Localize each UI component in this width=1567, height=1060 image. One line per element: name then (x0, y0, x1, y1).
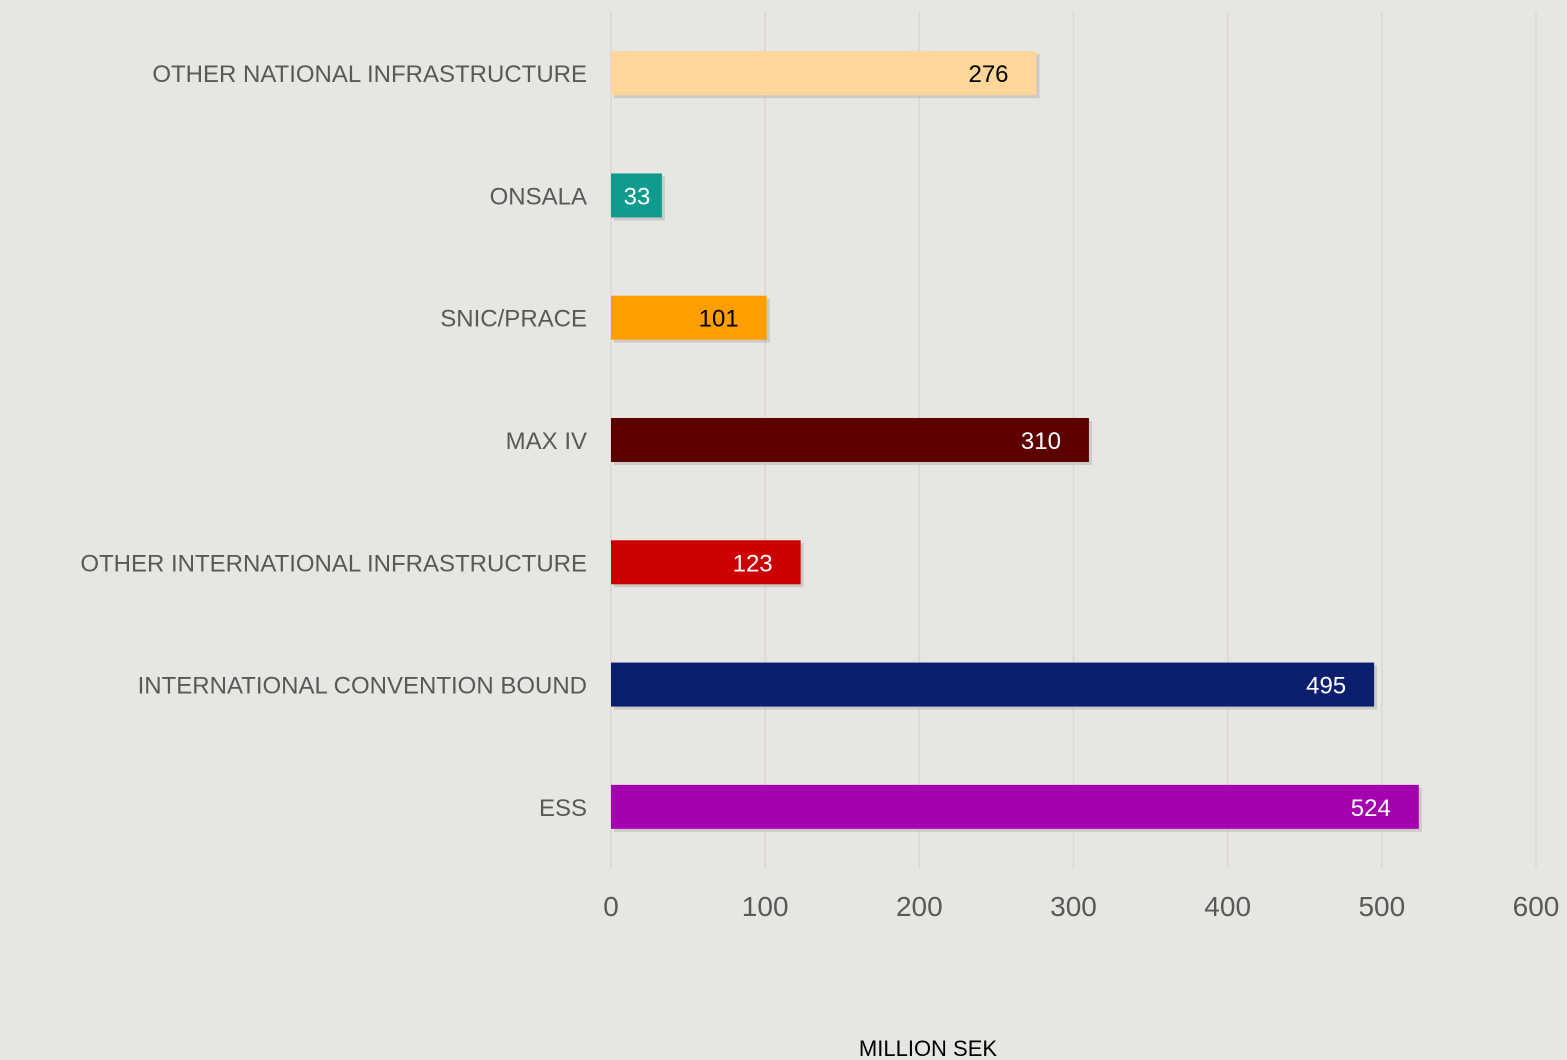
bar (611, 418, 1089, 462)
bar (611, 295, 767, 340)
bar-value-label: 123 (733, 550, 773, 577)
bar (611, 540, 801, 585)
bar-value-label: 276 (968, 61, 1008, 88)
category-label: ESS (539, 795, 587, 822)
x-tick-label: 200 (896, 891, 943, 922)
bar (611, 784, 1419, 829)
bar (611, 51, 1037, 96)
x-axis-title: MILLION SEK (859, 1036, 997, 1060)
category-label: INTERNATIONAL CONVENTION BOUND (138, 673, 587, 700)
bar (611, 662, 1375, 707)
bar-value-label: 101 (699, 306, 739, 333)
category-label: ONSALA (490, 183, 587, 210)
x-tick-label: 400 (1204, 891, 1251, 922)
bar-value-label: 33 (624, 183, 651, 210)
bars: 276 33 101 310 123 495 524 (611, 51, 1422, 832)
bar (611, 173, 662, 218)
x-tick-label: 600 (1513, 891, 1560, 922)
x-tick-label: 300 (1050, 891, 1097, 922)
category-labels: OTHER NATIONAL INFRASTRUCTURE ONSALA SNIC/… (80, 61, 587, 822)
bar-value-label: 310 (1021, 428, 1061, 455)
category-label: SNIC/PRACE (440, 306, 587, 333)
category-label: MAX IV (506, 428, 587, 455)
bar-value-label: 495 (1306, 673, 1346, 700)
x-axis-ticks: 0 100 200 300 400 500 600 (603, 891, 1559, 922)
category-label: OTHER NATIONAL INFRASTRUCTURE (152, 61, 587, 88)
x-tick-label: 500 (1358, 891, 1405, 922)
x-tick-label: 100 (742, 891, 789, 922)
x-tick-label: 0 (603, 891, 619, 922)
category-label: OTHER INTERNATIONAL INFRASTRUCTURE (80, 550, 587, 577)
bar-value-label: 524 (1351, 795, 1391, 822)
